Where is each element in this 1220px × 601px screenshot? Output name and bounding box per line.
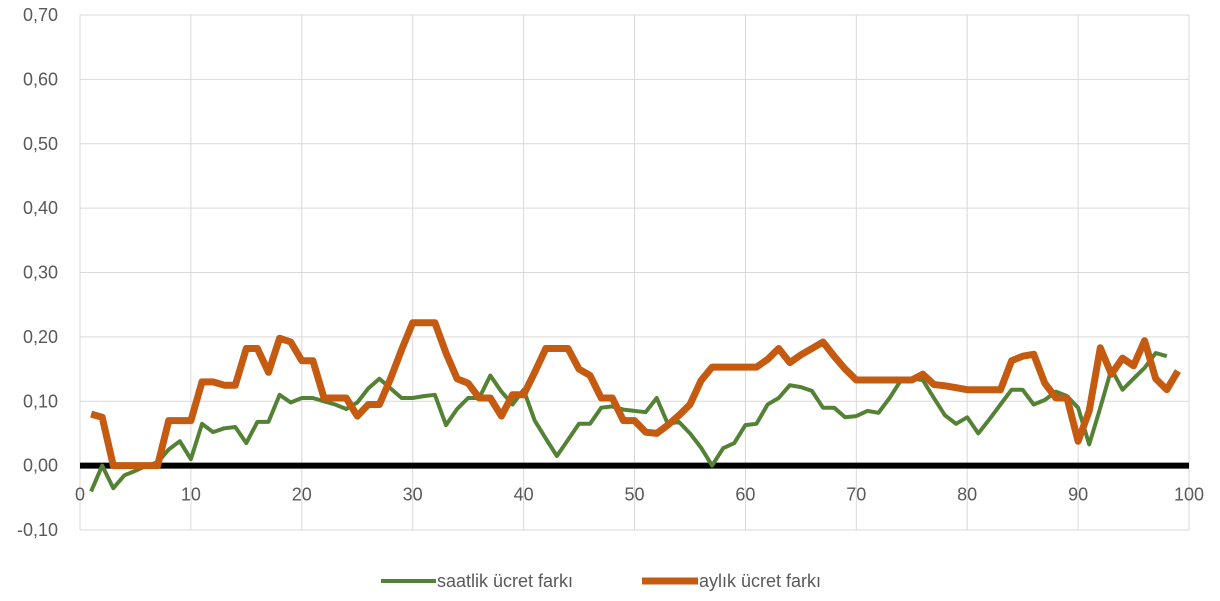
y-tick-label: 0,60 bbox=[23, 69, 58, 89]
x-tick-label: 100 bbox=[1174, 485, 1204, 505]
grid-lines bbox=[79, 14, 1190, 531]
x-tick-label: 90 bbox=[1068, 485, 1088, 505]
legend: saatlik ücret farkı aylık ücret farkı bbox=[381, 571, 821, 591]
x-tick-label: 50 bbox=[624, 485, 644, 505]
y-tick-label: 0,30 bbox=[23, 263, 58, 283]
x-tick-label: 60 bbox=[735, 485, 755, 505]
series-line-saatlik bbox=[89, 351, 1168, 493]
y-tick-label: 0,00 bbox=[23, 456, 58, 476]
y-tick-label: 0,50 bbox=[23, 134, 58, 154]
x-tick-label: 40 bbox=[514, 485, 534, 505]
legend-label: saatlik ücret farkı bbox=[437, 571, 573, 591]
y-axis-tick-labels: -0,10 0,00 0,10 0,20 0,30 0,40 0,50 0,60 0,70 bbox=[17, 5, 58, 540]
series-line-aylik bbox=[90, 319, 1181, 470]
legend-label: aylık ücret farkı bbox=[699, 571, 821, 591]
x-tick-label: 10 bbox=[181, 485, 201, 505]
y-tick-label: 0,10 bbox=[23, 391, 58, 411]
x-tick-label: 0 bbox=[75, 485, 85, 505]
x-tick-label: 20 bbox=[292, 485, 312, 505]
y-tick-label: 0,70 bbox=[23, 5, 58, 25]
x-tick-label: 70 bbox=[846, 485, 866, 505]
y-tick-label: 0,40 bbox=[23, 198, 58, 218]
x-tick-label: 30 bbox=[403, 485, 423, 505]
y-tick-label: 0,20 bbox=[23, 327, 58, 347]
y-tick-label: -0,10 bbox=[17, 520, 58, 540]
x-tick-label: 80 bbox=[957, 485, 977, 505]
x-axis-tick-labels: 0 10 20 30 40 50 60 70 80 90 100 bbox=[75, 485, 1204, 505]
series-lines bbox=[89, 319, 1181, 493]
